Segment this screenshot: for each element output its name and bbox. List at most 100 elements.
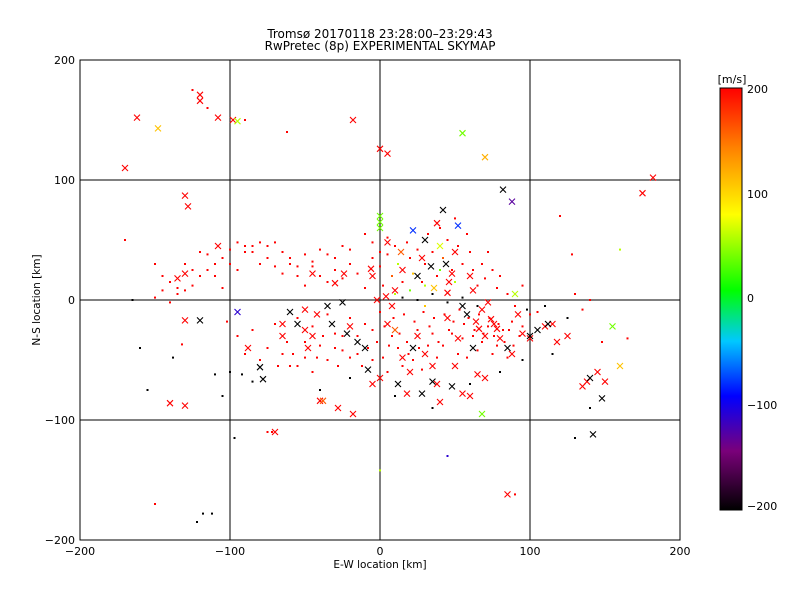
data-point-dot: [356, 272, 359, 275]
data-point-dot: [304, 356, 306, 359]
data-point-dot: [392, 317, 395, 319]
data-point-dot: [421, 281, 423, 283]
data-point-x: [439, 206, 447, 214]
data-point-dot: [514, 493, 516, 496]
data-point-x: [442, 260, 450, 268]
data-point-x: [196, 317, 204, 324]
data-point-dot: [398, 332, 401, 335]
data-point-dot: [211, 512, 213, 515]
data-point-x: [309, 332, 316, 340]
data-point-dot: [526, 308, 528, 311]
data-point-x: [373, 296, 381, 304]
y-axis-ticks: 200 100 0 −100 −200: [45, 54, 75, 547]
data-point-dot: [371, 257, 374, 259]
data-point-dot: [503, 341, 506, 343]
data-point-x: [474, 371, 481, 378]
data-point-dot: [277, 365, 279, 367]
data-point-x: [478, 410, 486, 418]
data-point-dot: [463, 323, 465, 325]
data-point-x: [598, 395, 606, 402]
data-point-dot: [521, 325, 524, 328]
chart-title: Tromsø 20170118 23:28:00–23:29:43: [266, 27, 492, 41]
y-tick-label: 200: [54, 54, 75, 67]
data-point-x: [466, 392, 474, 400]
data-point-dot: [206, 107, 209, 109]
data-point-dot: [311, 260, 314, 263]
data-point-dot: [589, 299, 591, 301]
data-point-dot: [259, 241, 261, 244]
data-point-x: [304, 344, 312, 352]
data-point-dot: [304, 341, 306, 343]
data-point-dot: [491, 269, 494, 271]
data-point-dot: [169, 281, 171, 283]
colorbar-tick-label: 0: [747, 292, 754, 305]
data-point-dot: [406, 241, 408, 244]
data-point-dot: [244, 251, 246, 253]
data-point-x: [391, 326, 399, 334]
data-point-dot: [202, 512, 204, 515]
data-point-dot: [478, 313, 480, 316]
data-point-dot: [376, 341, 378, 343]
data-point-dot: [536, 311, 539, 313]
data-point-dot: [349, 317, 351, 319]
data-point-dot: [416, 299, 419, 301]
x-tick-label: −200: [65, 545, 95, 558]
data-point-dot: [251, 245, 254, 247]
data-point-x: [427, 263, 435, 270]
data-point-dot: [512, 344, 515, 347]
data-point-dot: [418, 347, 420, 349]
data-point-dot: [601, 341, 603, 343]
data-point-x: [376, 145, 384, 153]
data-point-x: [382, 293, 390, 300]
data-point-x: [349, 116, 357, 124]
data-point-dot: [379, 469, 381, 472]
data-point-x: [229, 116, 237, 124]
data-point-x: [451, 362, 459, 370]
data-point-x: [367, 265, 375, 273]
data-point-dot: [421, 368, 423, 371]
data-point-dot: [422, 311, 425, 313]
data-point-dot: [386, 253, 389, 256]
data-point-dot: [349, 263, 351, 265]
data-point-dot: [379, 311, 381, 313]
data-point-dot: [386, 236, 389, 239]
data-point-x: [418, 254, 426, 262]
data-point-dot: [472, 269, 474, 271]
data-point-x: [504, 491, 511, 498]
data-point-x: [433, 219, 441, 227]
data-point-dot: [349, 377, 351, 379]
data-point-dot: [431, 293, 434, 295]
data-point-x: [499, 186, 507, 193]
data-point-x: [484, 299, 492, 306]
y-tick-label: 100: [54, 174, 75, 187]
data-point-x: [319, 397, 327, 405]
data-point-x: [564, 332, 571, 340]
data-point-dot: [266, 347, 269, 349]
data-point-dot: [529, 313, 531, 316]
data-point-dot: [196, 521, 198, 523]
data-point-dot: [379, 251, 381, 253]
x-axis-label: E-W location [km]: [333, 559, 426, 571]
colorbar-tick-label: 100: [747, 188, 768, 201]
data-point-dot: [544, 305, 546, 307]
data-point-dot: [229, 248, 231, 251]
data-point-x: [414, 332, 421, 340]
data-point-x: [376, 224, 384, 232]
data-point-dot: [394, 245, 396, 247]
data-point-x: [444, 314, 451, 322]
data-point-x: [391, 287, 399, 294]
x-tick-label: −100: [215, 545, 245, 558]
data-point-dot: [431, 251, 434, 253]
data-point-x: [454, 335, 462, 342]
data-point-dot: [506, 356, 509, 359]
data-point-dot: [281, 353, 284, 355]
data-point-dot: [326, 359, 329, 361]
data-point-dot: [472, 335, 474, 337]
data-point-x: [514, 311, 522, 318]
data-point-x: [544, 320, 552, 328]
data-point-dot: [356, 335, 359, 337]
data-point-dot: [469, 251, 471, 253]
data-point-dot: [364, 323, 366, 325]
data-point-x: [433, 380, 441, 388]
data-point-dot: [131, 299, 134, 301]
